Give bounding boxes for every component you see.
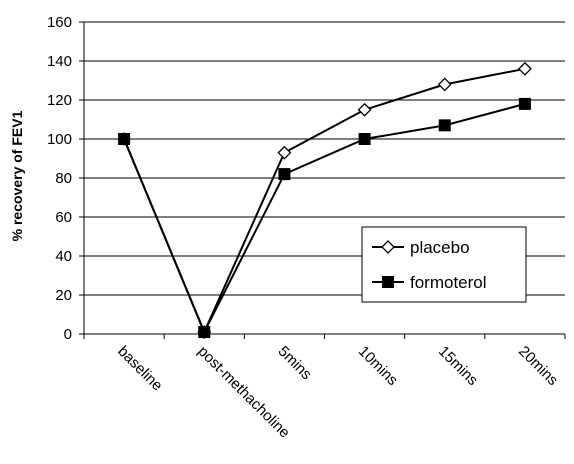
data-point-placebo [357,102,372,117]
y-tick-label: 160 [47,14,72,31]
x-tick-label: 15mins [435,343,481,389]
y-tick-label: 120 [47,92,72,109]
axes [79,21,566,339]
y-tick-label: 100 [47,131,72,148]
legend-marker-placebo [381,240,395,254]
x-tick-label: 5mins [275,343,315,383]
data-point-formoterol [438,119,451,132]
legend-label-formoterol: formoterol [410,273,487,292]
y-axis-title: % recovery of FEV1 [9,110,25,241]
series-line-formoterol [123,102,526,335]
data-point-formoterol [358,133,371,145]
x-tick-label: 10mins [355,343,401,389]
legend: placebo formoterol [361,226,527,303]
legend-label-placebo: placebo [410,238,470,257]
data-point-formoterol [118,133,131,145]
y-tick-labels: 0 20 40 60 80 100 120 140 160 [47,14,72,343]
x-tick-label: baseline [114,343,166,395]
y-tick-label: 0 [64,326,72,343]
y-tick-label: 60 [55,209,72,226]
x-tick-label: 20mins [515,343,561,389]
data-point-formoterol [518,97,531,110]
series-group [117,61,532,339]
gridlines [84,21,565,296]
data-point-placebo [517,61,532,76]
data-point-formoterol [278,168,291,181]
legend-marker-formoterol [382,276,394,288]
data-point-placebo [437,77,452,92]
y-tick-label: 20 [55,287,72,304]
y-tick-label: 140 [47,53,72,70]
y-tick-label: 40 [55,248,72,265]
legend-box [361,226,527,303]
y-tick-label: 80 [55,170,72,187]
data-point-placebo [277,145,292,160]
data-point-formoterol [198,326,211,339]
